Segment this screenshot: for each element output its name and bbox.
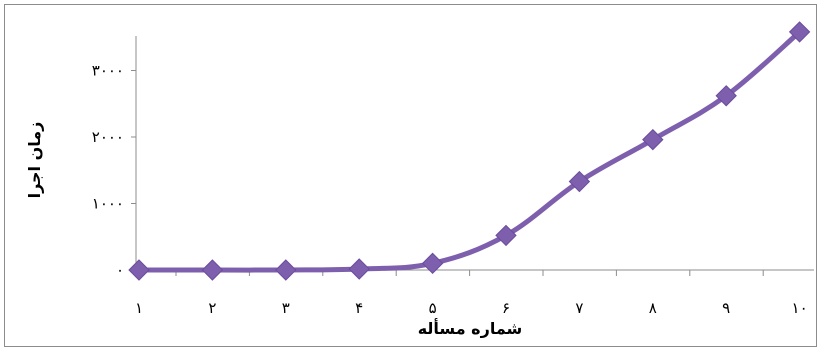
data-point-marker [275,259,297,281]
x-tick-label: ۶ [502,299,510,317]
data-point-marker [201,259,224,281]
series-line [136,29,803,273]
data-point-marker [642,128,664,151]
data-point-marker [128,259,150,281]
y-axis-ticks: ٠ ١٠٠٠ ٢٠٠٠ ٣٠٠٠ [92,62,136,279]
y-tick-label: ١٠٠٠ [92,195,124,213]
data-point-marker [421,252,444,275]
data-point-marker [495,224,517,247]
data-point-marker [788,21,811,43]
y-tick-label: ٠ [116,261,124,279]
x-axis-ticks: ١ ٢ ٣ ۴ ۵ ۶ ٧ ٨ ٩ ١٠ [135,270,808,317]
data-point-marker [715,85,737,107]
x-axis-title: شماره مسأله [418,318,523,338]
y-tick-label: ٣٠٠٠ [92,62,124,80]
x-tick-label: ١٠ [792,299,808,317]
x-tick-label: ٩ [722,299,730,317]
chart-axes [135,36,814,271]
x-tick-label: ۵ [429,299,437,317]
data-point-marker [568,170,591,193]
x-tick-label: ٨ [649,299,657,317]
y-axis-title: زمان اجرا [25,122,44,199]
x-tick-label: ٣ [282,299,290,317]
x-tick-label: ١ [135,299,143,317]
x-tick-label: ۴ [355,299,363,317]
x-tick-label: ٧ [575,299,583,317]
y-tick-label: ٢٠٠٠ [92,128,124,146]
series-markers [128,21,811,281]
chart-frame [4,4,817,347]
data-point-marker [348,258,370,280]
x-tick-label: ٢ [208,299,216,317]
